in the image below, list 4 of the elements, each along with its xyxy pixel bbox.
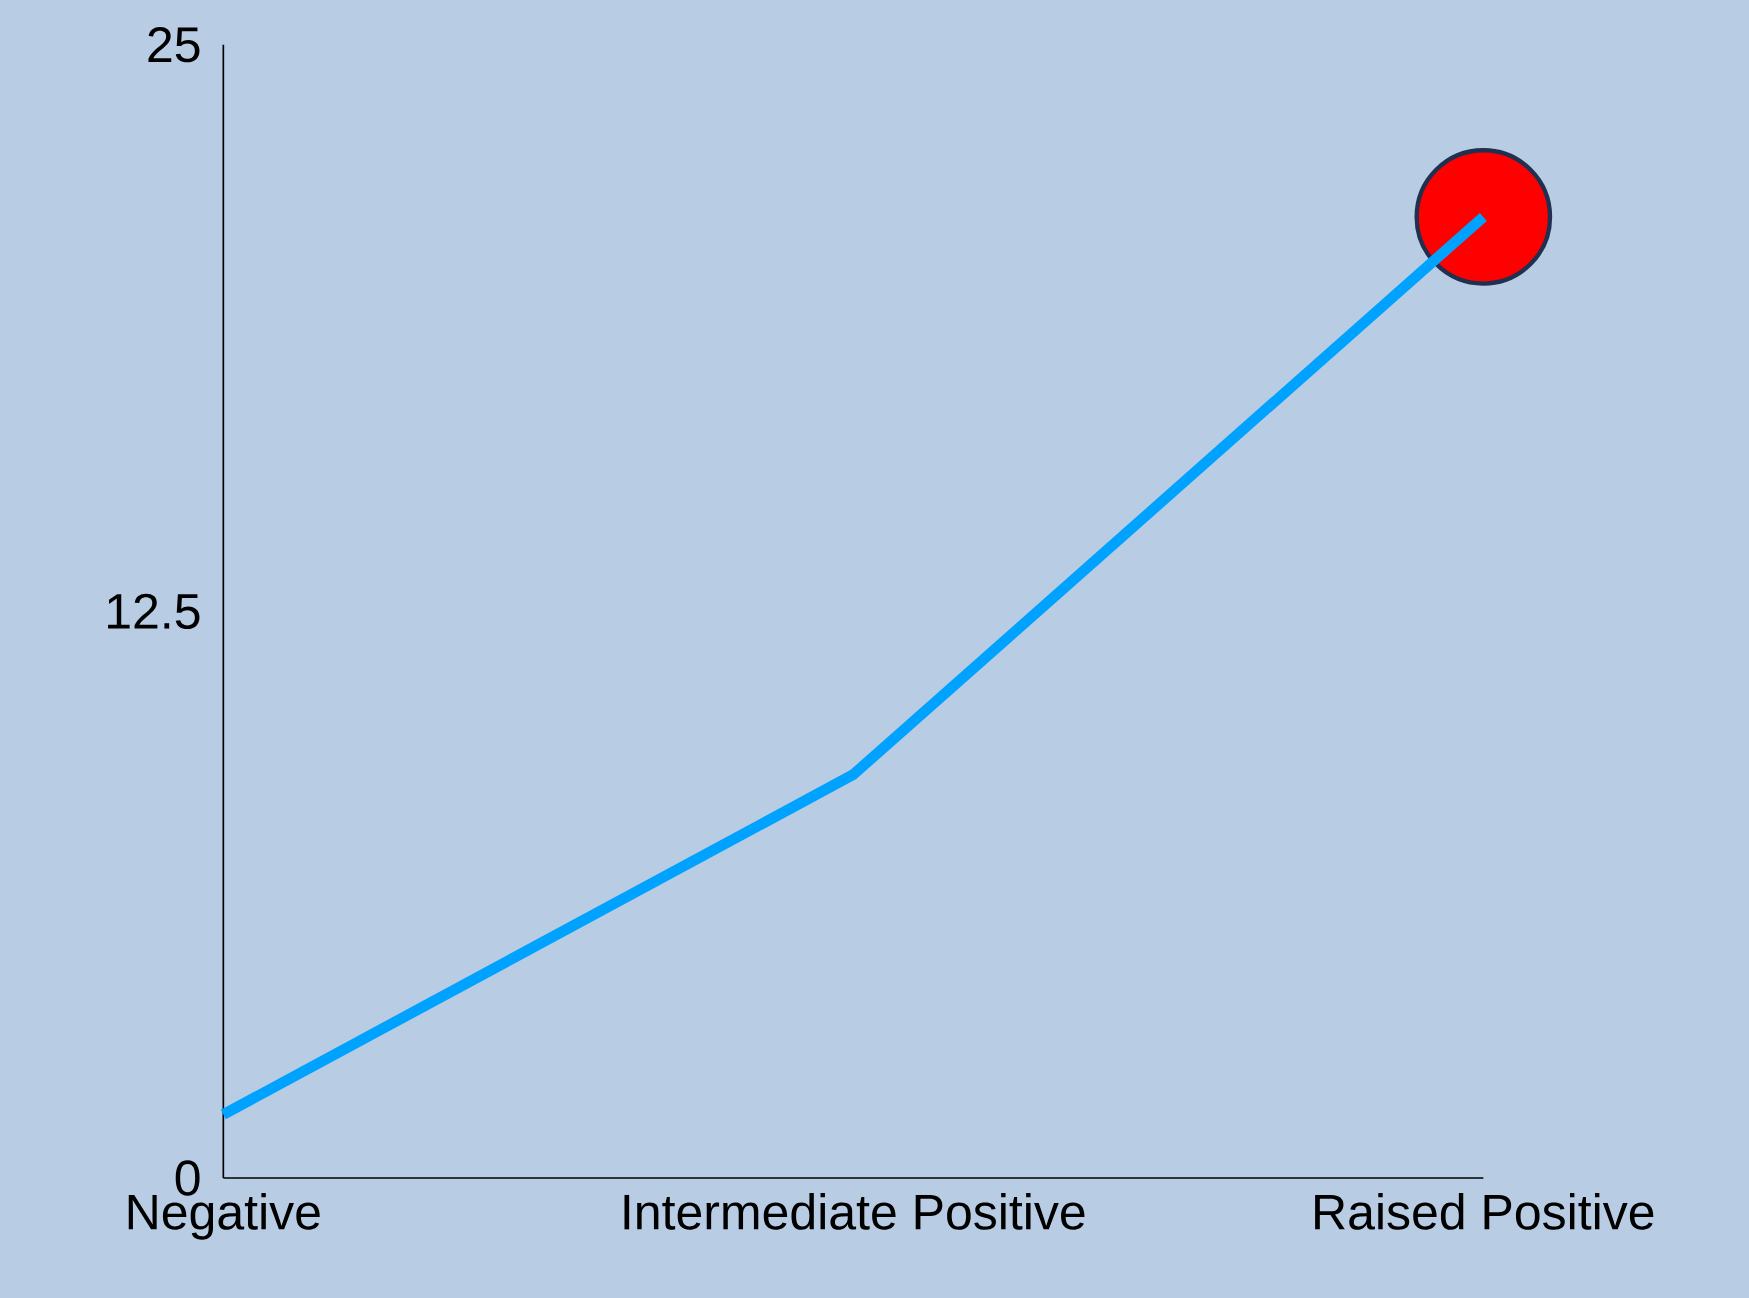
- y-tick-label: 12.5: [108, 593, 200, 630]
- y-tick-label: 25: [148, 26, 200, 63]
- x-tick-label: Raised Positive: [1315, 1193, 1654, 1230]
- x-tick-label: Intermediate Positive: [624, 1193, 1085, 1230]
